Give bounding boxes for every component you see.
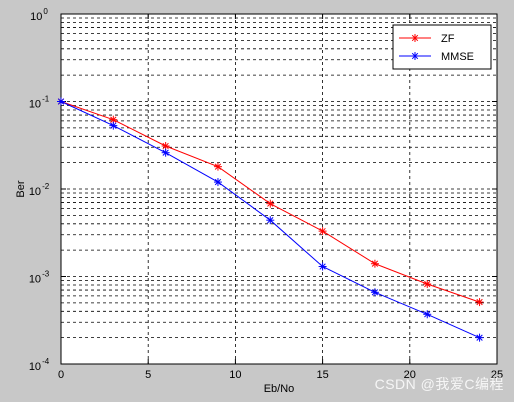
data-point-mmse	[475, 333, 484, 342]
legend-item-mmse: MMSE	[399, 51, 474, 63]
data-point-zf	[266, 199, 275, 208]
series-mmse	[57, 97, 484, 342]
legend-marker-zf	[411, 34, 419, 42]
series-zf	[57, 97, 484, 307]
x-tick-label: 0	[58, 369, 64, 381]
watermark: CSDN @我爱C编程	[374, 376, 504, 392]
data-point-zf	[213, 162, 222, 171]
x-axis-label: Eb/No	[264, 383, 295, 395]
y-tick-exponent: -4	[42, 357, 50, 366]
x-axis: 0 5 10 15 20 25	[58, 14, 503, 381]
x-tick-label: 20	[404, 369, 416, 381]
y-tick-exponent: 0	[43, 7, 48, 16]
legend-box	[392, 24, 492, 70]
legend-marker-mmse	[411, 52, 419, 60]
y-tick-exponent: -1	[42, 95, 50, 104]
data-point-mmse	[318, 262, 327, 271]
legend-label-zf: ZF	[441, 33, 455, 45]
y-tick-label: 10-4	[29, 357, 50, 373]
grid	[61, 14, 497, 364]
legend-item-zf: ZF	[399, 33, 455, 45]
x-tick-label: 25	[491, 369, 503, 381]
y-tick-label: 10-3	[29, 270, 50, 286]
data-point-mmse	[370, 288, 379, 297]
y-tick-label: 10-1	[29, 95, 50, 111]
data-point-zf	[318, 227, 327, 236]
legend-label-mmse: MMSE	[441, 51, 474, 63]
x-tick-label: 15	[316, 369, 328, 381]
data-point-zf	[423, 280, 432, 289]
y-axis-label: Ber	[15, 180, 27, 197]
y-tick-label: 100	[30, 7, 48, 23]
y-tick-exponent: -2	[42, 182, 50, 191]
x-tick-label: 5	[145, 369, 151, 381]
data-point-mmse	[161, 148, 170, 157]
legend: ZF MMSE	[392, 24, 492, 70]
y-tick-exponent: -3	[42, 270, 50, 279]
data-point-mmse	[266, 216, 275, 225]
data-point-zf	[161, 142, 170, 151]
data-point-zf	[475, 298, 484, 307]
data-point-mmse	[213, 178, 222, 187]
data-point-zf	[370, 259, 379, 268]
data-point-mmse	[109, 121, 118, 130]
data-point-mmse	[423, 310, 432, 319]
data-point-mmse	[57, 97, 65, 106]
x-tick-label: 10	[229, 369, 241, 381]
y-tick-label: 10-2	[29, 182, 50, 198]
